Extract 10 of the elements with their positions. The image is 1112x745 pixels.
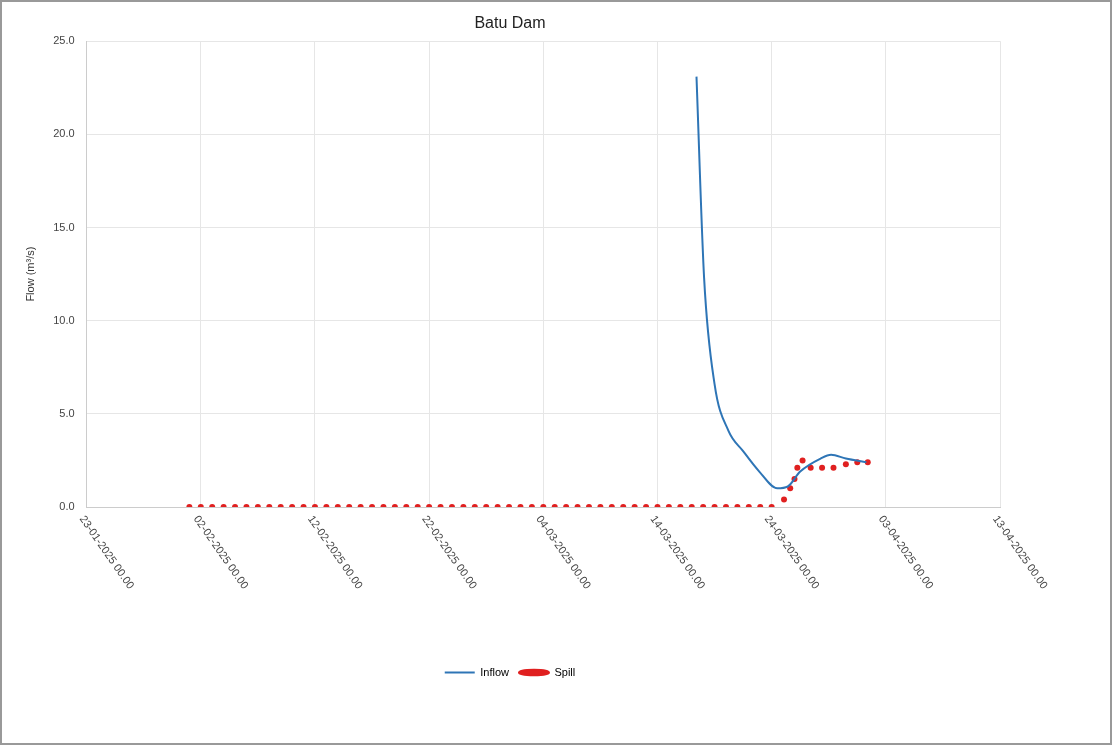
chart-title: Batu Dam: [474, 14, 546, 32]
y-axis-title: Flow (m³/s): [23, 246, 36, 302]
legend-label: Inflow: [480, 665, 510, 678]
y-tick-label: 15.0: [53, 220, 75, 233]
y-tick-label: 5.0: [59, 406, 75, 419]
y-tick-label: 20.0: [53, 127, 75, 140]
y-tick-label: 25.0: [53, 34, 75, 47]
y-tick-label: 0.0: [59, 500, 75, 513]
legend-label: Spill: [554, 665, 576, 678]
y-tick-label: 10.0: [53, 313, 75, 326]
